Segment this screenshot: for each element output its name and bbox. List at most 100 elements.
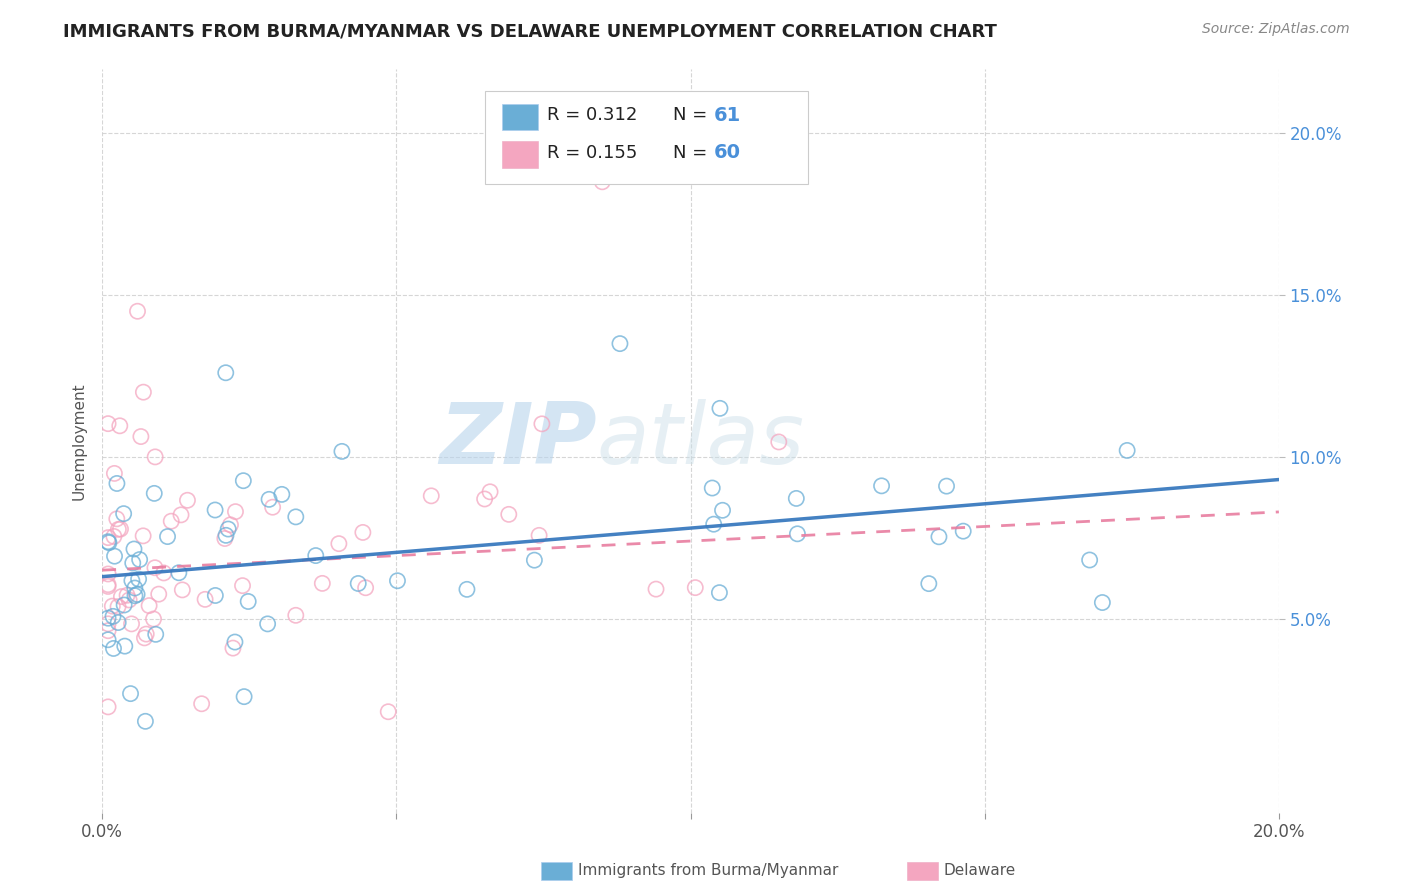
Point (143, 560, 166, 574)
Point (172, 582, 194, 597)
Point (1078, 553, 1101, 567)
Point (685, 581, 707, 595)
Text: atlas: atlas (596, 400, 804, 483)
Point (129, 429, 152, 443)
Text: 61: 61 (714, 106, 741, 125)
Point (176, 493, 198, 508)
Point (128, 552, 150, 566)
Point (145, 627, 167, 641)
Point (328, 536, 350, 550)
Point (112, 507, 135, 521)
Point (786, 526, 808, 541)
Point (498, 508, 520, 522)
Point (122, 541, 145, 556)
Point (224, 505, 246, 519)
Point (127, 304, 149, 318)
Point (138, 599, 160, 613)
Point (97, 417, 120, 431)
Point (124, 581, 146, 595)
Point (127, 587, 149, 601)
Point (1091, 595, 1114, 609)
Text: 60: 60 (714, 143, 741, 162)
Point (124, 589, 146, 603)
Point (97, 579, 120, 593)
Point (103, 529, 125, 543)
Point (110, 522, 132, 536)
Point (645, 582, 668, 596)
Point (377, 705, 399, 719)
Point (420, 489, 443, 503)
Point (97, 611, 120, 625)
Point (387, 574, 409, 588)
Text: N =: N = (673, 106, 713, 124)
Point (103, 549, 125, 564)
Point (214, 532, 236, 546)
Point (233, 690, 256, 704)
Point (1116, 443, 1139, 458)
FancyBboxPatch shape (502, 103, 537, 130)
Point (103, 467, 125, 481)
Text: ZIP: ZIP (439, 400, 596, 483)
Point (107, 615, 129, 630)
Point (167, 566, 190, 580)
Point (97, 566, 120, 581)
Point (224, 635, 246, 649)
Point (474, 491, 496, 506)
Point (97, 699, 120, 714)
Point (870, 479, 893, 493)
Point (121, 574, 143, 588)
FancyBboxPatch shape (485, 91, 808, 184)
Text: N =: N = (673, 144, 713, 161)
Point (262, 500, 284, 515)
Point (591, 175, 613, 189)
Point (347, 576, 370, 591)
Point (107, 522, 129, 536)
Point (479, 484, 502, 499)
Point (97, 616, 120, 631)
Point (110, 590, 132, 604)
Point (352, 525, 374, 540)
Point (114, 639, 136, 653)
Point (284, 608, 307, 623)
Point (270, 487, 292, 501)
Point (702, 481, 724, 495)
Point (222, 641, 245, 656)
Point (703, 517, 725, 532)
Point (156, 530, 179, 544)
Point (768, 434, 790, 449)
Point (121, 556, 143, 570)
Point (530, 417, 553, 431)
Point (238, 594, 260, 608)
Point (101, 609, 124, 624)
Point (190, 697, 212, 711)
Point (152, 566, 174, 580)
Point (785, 491, 807, 506)
Point (112, 598, 135, 612)
Point (97, 535, 120, 549)
Point (256, 616, 278, 631)
Point (354, 581, 377, 595)
Point (105, 512, 128, 526)
Point (709, 585, 731, 599)
Point (918, 576, 941, 591)
Point (170, 508, 193, 522)
Point (132, 385, 155, 400)
Point (105, 476, 128, 491)
Point (121, 616, 143, 631)
Point (97, 577, 120, 591)
Point (97, 531, 120, 545)
Point (148, 587, 170, 601)
Text: R = 0.312: R = 0.312 (547, 106, 637, 124)
Point (609, 336, 631, 351)
Point (952, 524, 974, 538)
Point (132, 529, 155, 543)
Point (134, 714, 156, 729)
Point (215, 528, 238, 542)
Point (523, 553, 546, 567)
Point (97, 632, 120, 647)
Point (115, 588, 138, 602)
Text: Immigrants from Burma/Myanmar: Immigrants from Burma/Myanmar (578, 863, 838, 878)
Point (128, 572, 150, 586)
Text: IMMIGRANTS FROM BURMA/MYANMAR VS DELAWARE UNEMPLOYMENT CORRELATION CHART: IMMIGRANTS FROM BURMA/MYANMAR VS DELAWAR… (63, 22, 997, 40)
Point (142, 612, 165, 626)
